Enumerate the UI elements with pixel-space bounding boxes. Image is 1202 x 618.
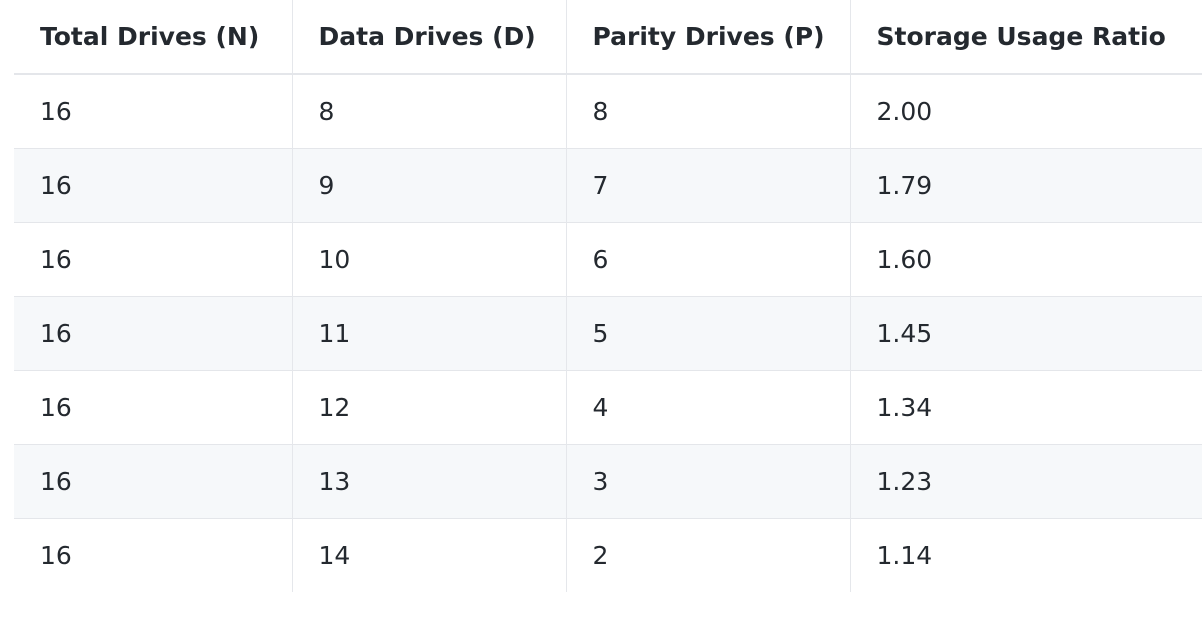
cell-parity-drives: 3: [565, 443, 851, 518]
table-row: 16 13 3 1.23: [14, 443, 1202, 518]
cell-storage-usage-ratio: 1.60: [849, 221, 1202, 296]
cell-total-drives: 16: [14, 517, 293, 592]
cell-data-drives: 13: [291, 443, 567, 518]
cell-total-drives: 16: [14, 147, 293, 222]
cell-parity-drives: 4: [565, 369, 851, 444]
cell-data-drives: 10: [291, 221, 567, 296]
raid-table-container: Total Drives (N) Data Drives (D) Parity …: [14, 0, 1202, 592]
table-row: 16 9 7 1.79: [14, 147, 1202, 222]
cell-parity-drives: 5: [565, 295, 851, 370]
cell-data-drives: 12: [291, 369, 567, 444]
cell-data-drives: 8: [291, 73, 567, 148]
cell-storage-usage-ratio: 1.34: [849, 369, 1202, 444]
cell-parity-drives: 8: [565, 73, 851, 148]
header-total-drives: Total Drives (N): [14, 0, 293, 75]
table-row: 16 14 2 1.14: [14, 517, 1202, 592]
cell-storage-usage-ratio: 2.00: [849, 73, 1202, 148]
cell-storage-usage-ratio: 1.23: [849, 443, 1202, 518]
cell-storage-usage-ratio: 1.14: [849, 517, 1202, 592]
header-storage-usage-ratio: Storage Usage Ratio: [849, 0, 1202, 75]
table-row: 16 11 5 1.45: [14, 295, 1202, 370]
raid-drive-table: Total Drives (N) Data Drives (D) Parity …: [14, 0, 1202, 592]
header-parity-drives: Parity Drives (P): [565, 0, 851, 75]
cell-storage-usage-ratio: 1.79: [849, 147, 1202, 222]
cell-total-drives: 16: [14, 73, 293, 148]
cell-storage-usage-ratio: 1.45: [849, 295, 1202, 370]
table-row: 16 12 4 1.34: [14, 369, 1202, 444]
table-row: 16 10 6 1.60: [14, 221, 1202, 296]
cell-parity-drives: 7: [565, 147, 851, 222]
header-data-drives: Data Drives (D): [291, 0, 567, 75]
cell-total-drives: 16: [14, 443, 293, 518]
cell-total-drives: 16: [14, 369, 293, 444]
cell-parity-drives: 2: [565, 517, 851, 592]
table-row: 16 8 8 2.00: [14, 73, 1202, 148]
cell-total-drives: 16: [14, 295, 293, 370]
cell-data-drives: 9: [291, 147, 567, 222]
table-header-row: Total Drives (N) Data Drives (D) Parity …: [14, 0, 1202, 75]
cell-data-drives: 11: [291, 295, 567, 370]
cell-data-drives: 14: [291, 517, 567, 592]
cell-parity-drives: 6: [565, 221, 851, 296]
cell-total-drives: 16: [14, 221, 293, 296]
